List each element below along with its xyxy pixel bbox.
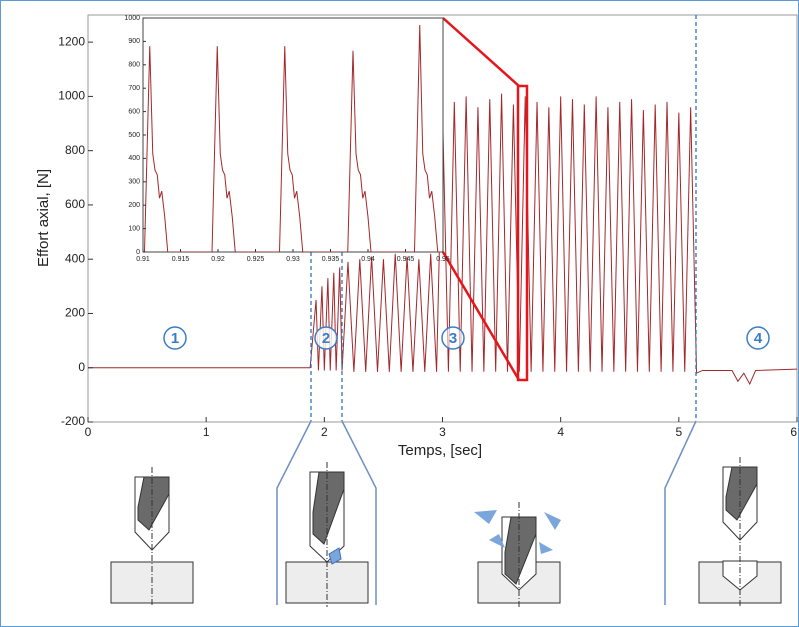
chip [544, 512, 561, 530]
chip [474, 510, 497, 524]
x-tick-label: 0.945 [397, 256, 415, 263]
plot-content [143, 25, 443, 252]
x-tick-label: 1 [203, 425, 210, 439]
y-tick-label: 200 [128, 202, 140, 209]
zoom-line [442, 17, 520, 87]
x-tick-label: 0.935 [322, 256, 340, 263]
y-tick-label: 1200 [58, 34, 85, 48]
zoom-box [516, 84, 529, 382]
drill-illustrations [110, 457, 782, 607]
drill-flute [137, 476, 170, 531]
y-tick-label: 1000 [124, 15, 140, 22]
phase-label: 3 [449, 330, 457, 347]
phase-circle [163, 326, 187, 350]
phase-label: 4 [754, 330, 763, 347]
drill-flute [725, 466, 758, 521]
y-tick-label: 700 [128, 85, 140, 92]
x-axis-label: Temps, [sec] [398, 442, 482, 459]
y-tick-label: 400 [65, 251, 85, 265]
data-line [143, 25, 443, 252]
drill-flute [504, 516, 537, 585]
y-tick-label: -200 [61, 414, 85, 428]
x-tick-label: 3 [439, 425, 446, 439]
phase-circle [746, 326, 770, 350]
drill-stage [110, 467, 194, 607]
y-tick-label: 100 [128, 225, 140, 232]
y-tick-label: 400 [128, 155, 140, 162]
inset-chart: 0 100 200 300 400 500 600 700 800 900 1000 0.91 0.91… [124, 15, 449, 263]
phase-circle [314, 326, 338, 350]
drill-stage [698, 457, 782, 607]
drill-flute [312, 471, 345, 545]
zoom-line [441, 251, 521, 381]
funnel-line [276, 420, 312, 605]
y-tick-label: 800 [65, 143, 85, 157]
y-tick-label: 1000 [58, 89, 85, 103]
x-tick-label: 0.925 [247, 256, 265, 263]
phase-label: 2 [322, 330, 330, 347]
chip [539, 542, 553, 554]
phase-markers [310, 15, 697, 421]
x-tick-label: 0.915 [172, 256, 190, 263]
x-tick-label: 0.94 [361, 256, 375, 263]
y-tick-label: 0 [136, 249, 140, 256]
drill-stage [285, 462, 369, 607]
phase-circle [441, 326, 465, 350]
funnels [276, 420, 697, 605]
x-tick-label: 0 [85, 425, 92, 439]
x-tick-label: 4 [557, 425, 564, 439]
funnel-line [341, 420, 377, 605]
plot-content [88, 93, 797, 386]
phase-labels: 1 2 3 4 [163, 326, 770, 350]
phase-label: 1 [171, 330, 179, 347]
y-tick-label: 800 [128, 62, 140, 69]
x-tick-label: 6 [790, 425, 797, 439]
funnel-line [664, 420, 697, 605]
y-tick-label: 600 [65, 197, 85, 211]
x-tick-label: 5 [675, 425, 682, 439]
y-axis-label: Effort axial, [N] [35, 169, 52, 267]
plot-area [142, 17, 444, 253]
x-tick-label: 0.93 [286, 256, 300, 263]
chip [489, 534, 505, 548]
y-tick-label: 200 [65, 306, 85, 320]
y-tick-label: 600 [128, 108, 140, 115]
x-tick-label: 2 [321, 425, 328, 439]
zoom-indicator [441, 17, 529, 382]
x-tick-label: 0.95 [436, 256, 450, 263]
y-tick-label: 0 [78, 360, 85, 374]
x-tick-label: 0.91 [136, 256, 150, 263]
chip [328, 547, 342, 565]
drill-stage [474, 502, 561, 607]
data-line [88, 93, 797, 386]
x-tick-label: 0.92 [211, 256, 225, 263]
y-tick-label: 900 [128, 38, 140, 45]
y-tick-label: 500 [128, 132, 140, 139]
y-tick-label: 300 [128, 179, 140, 186]
